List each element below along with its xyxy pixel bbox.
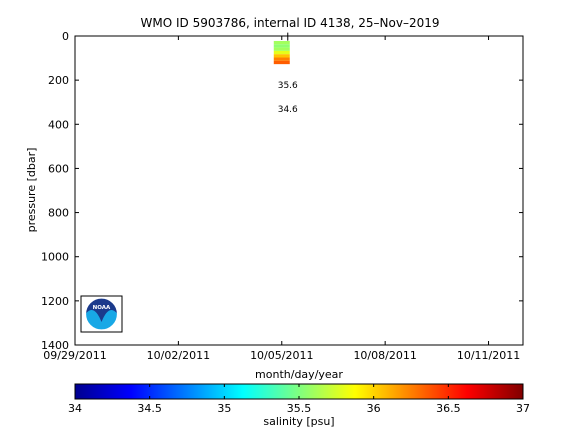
profile-cell [273,47,290,51]
contour-label: 34.6 [278,105,298,115]
profile-cell [273,57,290,61]
colorbar-tick-label: 35.5 [287,402,312,415]
y-axis: 0 200 400 600 800 1000 1200 1400 [41,30,523,352]
x-tick-label: 10/05/2011 [250,349,313,362]
colorbar-tick-label: 34 [68,402,82,415]
y-tick-label: 200 [48,74,69,87]
y-tick-label: 1200 [41,295,69,308]
colorbar-label: salinity [psu] [263,415,334,428]
x-tick-label: 10/11/2011 [457,349,520,362]
x-tick-label: 09/29/2011 [43,349,106,362]
profile-cell [273,40,290,45]
profile-cell [273,44,290,48]
profile-cell [273,50,290,55]
profile-cell [273,60,290,65]
y-tick-label: 400 [48,118,69,131]
colorbar-tick-label: 34.5 [137,402,162,415]
y-tick-label: 800 [48,207,69,220]
colorbar-tick-label: 35 [217,402,231,415]
y-tick-label: 1000 [41,251,69,264]
contour-labels: 35.6 34.6 [278,81,298,115]
x-tick-label: 10/08/2011 [353,349,416,362]
noaa-logo-text: NOAA [93,305,111,311]
plot-area [74,35,524,346]
colorbar-tick-label: 37 [516,402,530,415]
contour-label: 35.6 [278,81,298,91]
x-axis: 09/29/2011 10/02/2011 10/05/2011 10/08/2011… [43,36,520,362]
noaa-logo: NOAA [80,295,123,333]
y-tick-label: 600 [48,162,69,175]
colorbar-tick-label: 36.5 [436,402,461,415]
y-tick-label: 0 [62,30,69,43]
profile-cell [273,54,290,58]
y-axis-label: pressure [dbar] [25,148,38,233]
salinity-profile [273,32,290,65]
chart-title: WMO ID 5903786, internal ID 4138, 25–Nov… [141,16,440,30]
y-tick-label: 1400 [41,339,69,352]
noaa-logo-top [85,298,118,322]
colorbar-ticks: 34 34.5 35 35.5 36 36.5 37 [68,384,530,415]
x-axis-label: month/day/year [255,368,343,381]
colorbar-tick-label: 36 [367,402,381,415]
x-tick-label: 10/02/2011 [147,349,210,362]
